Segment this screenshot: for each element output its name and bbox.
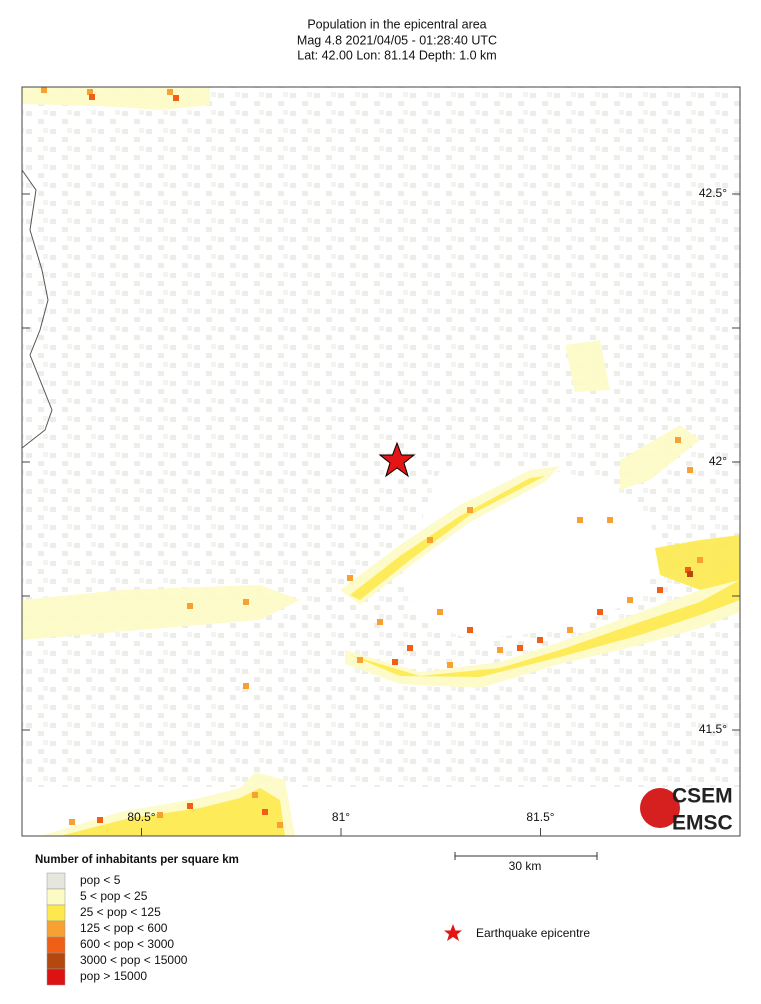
population-cell [392,659,398,665]
border [21,169,53,449]
population-cell [685,567,691,573]
legend-label: pop < 5 [80,873,121,887]
legend-swatch [46,920,66,938]
population-cell [467,507,473,513]
population-cell [687,571,693,577]
population-cell [243,599,249,605]
lat-label: 42.5° [699,186,727,200]
population-cell [277,822,283,828]
population-cell [252,792,258,798]
population-area [565,340,610,392]
lat-label: 42° [709,454,727,468]
minor-ticks [22,327,740,597]
population-cell [69,819,75,825]
lon-label: 81° [332,810,350,824]
legend-swatch [46,872,66,890]
logo-text: CSEM [672,785,733,808]
population-cell [262,809,268,815]
legend-swatch [46,952,66,970]
subtitle: Lat: 42.00 Lon: 81.14 Depth: 1.0 km [297,48,496,62]
legend-swatch [46,904,66,922]
population-cell [167,89,173,95]
title: Population in the epicentral area [307,17,486,31]
population-cell [41,87,47,93]
legend-label: pop > 15000 [80,969,147,983]
population-cell [697,557,703,563]
population-area [60,788,285,836]
population-cell [537,637,543,643]
logo: CSEM EMSC [640,785,733,835]
logo-text: EMSC [672,812,733,835]
legend-title: Number of inhabitants per square km [35,854,239,866]
population-cell [437,609,443,615]
population-cell [577,517,583,523]
population-cell [87,89,93,95]
population-cell [89,94,95,100]
epicentre-marker [378,441,416,478]
population-cell [517,645,523,651]
lat-label: 41.5° [699,722,727,736]
legend-swatch [46,936,66,954]
lon-label: 81.5° [526,810,554,824]
population-cell [407,645,413,651]
legend-label: 5 < pop < 25 [80,889,148,903]
population-area [22,585,300,640]
population-area [350,476,545,600]
population-cell [497,647,503,653]
legend-label: 25 < pop < 125 [80,905,161,919]
subtitle: Mag 4.8 2021/04/05 - 01:28:40 UTC [297,33,497,47]
legend-swatch [46,888,66,906]
population-cell [187,603,193,609]
population-cell [377,619,383,625]
population-cell [427,537,433,543]
population-cell [627,597,633,603]
population-cell [447,662,453,668]
population-cell [687,467,693,473]
population-cell [657,587,663,593]
population-cell [157,812,163,818]
scale-bar [454,852,598,860]
logo-globe [640,788,680,828]
scale-label: 30 km [509,859,542,873]
population-cell [467,627,473,633]
population-cell [357,657,363,663]
sparse-population [22,87,740,787]
population-cell [243,683,249,689]
map-area [22,87,740,836]
population-cell [97,817,103,823]
population-cell [173,95,179,101]
legend-epicentre-symbol [444,924,462,941]
legend-label: 3000 < pop < 15000 [80,953,188,967]
legend-epicentre-label: Earthquake epicentre [476,926,590,940]
legend-swatch [46,968,66,986]
population-cell [567,627,573,633]
legend-label: 125 < pop < 600 [80,921,168,935]
population-cell [675,437,681,443]
lon-label: 80.5° [127,810,155,824]
population-cell [347,575,353,581]
legend-label: 600 < pop < 3000 [80,937,174,951]
population-cell [187,803,193,809]
population-area [22,87,210,110]
population-area [350,580,740,677]
population-cell [607,517,613,523]
population-cell [597,609,603,615]
